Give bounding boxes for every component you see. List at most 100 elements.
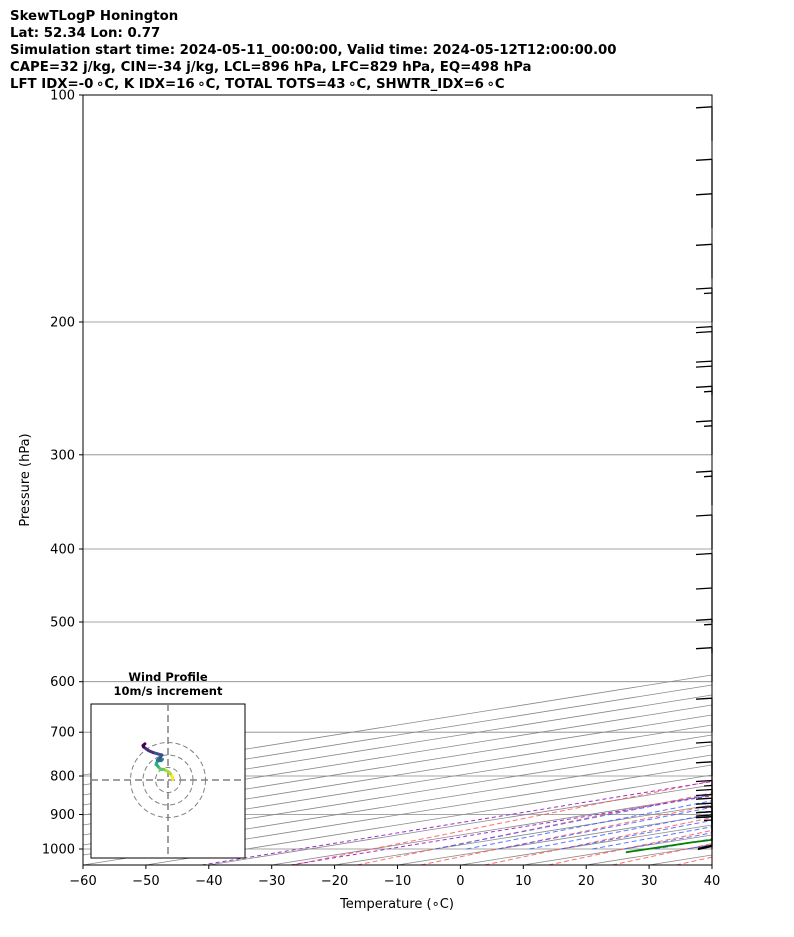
barb-full <box>695 788 713 792</box>
dry-adiabat <box>675 856 712 865</box>
moist-adiabat <box>592 826 712 850</box>
barb-full <box>695 470 713 473</box>
moist-adiabat <box>718 322 794 849</box>
wind-barb <box>695 360 713 396</box>
x-tick-label: 10 <box>515 874 532 889</box>
moist-adiabat <box>560 819 712 850</box>
barb-half <box>703 784 713 787</box>
isotherm <box>83 724 712 826</box>
barb-full <box>695 360 713 363</box>
barb-half <box>703 425 713 427</box>
x-tick-label: −20 <box>321 874 348 889</box>
wind-barb <box>695 470 713 506</box>
isotherm <box>83 704 712 806</box>
y-tick-label: 600 <box>50 675 75 690</box>
barb-half <box>703 819 713 822</box>
barb-full <box>695 325 713 329</box>
barb-half <box>703 475 713 478</box>
barb-full <box>695 365 713 368</box>
barb-full <box>695 802 713 805</box>
axes: −60 −50 −40 −30 −20 −10 0 10 20 30 40 1000 900 800 700… <box>42 89 720 890</box>
wind-barb <box>695 106 713 141</box>
barb-full <box>695 193 713 196</box>
dry-adiabat <box>611 843 712 865</box>
stability-indices: LFT IDX=-0 ∘C, K IDX=16 ∘C, TOTAL TOTS=4… <box>10 77 505 92</box>
barb-full <box>695 158 713 161</box>
wind-barb <box>695 193 713 228</box>
barb-full <box>695 806 713 809</box>
barb-full <box>695 330 713 334</box>
wind-barb <box>695 243 713 279</box>
isotherm <box>649 854 712 865</box>
wind-barb <box>695 325 713 361</box>
y-tick-label: 800 <box>50 770 75 785</box>
barb-half <box>703 292 713 295</box>
barb-full <box>695 779 713 783</box>
wind-barb <box>695 287 713 322</box>
wind-barbs <box>695 106 713 849</box>
isotherm <box>83 694 712 796</box>
isotherm <box>83 674 712 776</box>
barb-full <box>695 741 713 744</box>
barb-full <box>695 287 713 290</box>
barb-full <box>695 618 713 621</box>
barb-full <box>695 647 713 650</box>
dry-adiabat <box>740 95 794 865</box>
moist-adiabat <box>686 844 712 850</box>
wind-barb <box>695 618 713 654</box>
barb-full <box>695 420 713 423</box>
barb-full <box>695 552 713 556</box>
isotherm <box>460 824 712 865</box>
simulation-times: Simulation start time: 2024-05-11_00:00:… <box>10 43 617 58</box>
barb-half <box>703 816 713 818</box>
barb-full <box>695 243 713 246</box>
isotherm <box>208 784 712 865</box>
barb-full <box>695 761 713 764</box>
isotherm <box>83 714 712 816</box>
moist-adiabat <box>655 838 712 850</box>
y-tick-label: 200 <box>50 316 75 331</box>
chart-header: SkewTLogP Honington Lat: 52.34 Lon: 0.77… <box>10 8 617 93</box>
sounding-profiles <box>625 838 712 854</box>
y-tick-label: 500 <box>50 616 75 631</box>
barb-full <box>695 697 713 700</box>
moist-adiabat <box>497 806 712 850</box>
wind-barb <box>695 647 713 682</box>
x-tick-label: 0 <box>456 874 464 889</box>
moist-adiabat <box>750 322 794 849</box>
y-tick-label: 300 <box>50 448 75 463</box>
dry-adiabat <box>548 829 712 865</box>
isotherm <box>711 864 712 865</box>
barb-full <box>695 793 713 797</box>
x-tick-label: −50 <box>132 874 159 889</box>
barb-full <box>695 814 713 817</box>
mixing-ratio-line <box>290 795 712 865</box>
isotherm <box>586 844 712 865</box>
y-tick-label: 900 <box>50 808 75 823</box>
wind-barb <box>695 552 713 588</box>
isotherm <box>83 734 712 836</box>
hodograph-segment <box>141 742 147 748</box>
x-tick-label: −40 <box>195 874 222 889</box>
x-tick-label: 30 <box>641 874 658 889</box>
y-tick-label: 100 <box>50 89 75 104</box>
barb-full <box>695 797 713 800</box>
x-tick-label: −10 <box>384 874 411 889</box>
x-axis-label: Temperature (∘C) <box>339 897 454 912</box>
isotherm <box>397 814 712 865</box>
wind-barb <box>695 385 713 421</box>
barb-half <box>703 390 713 393</box>
wind-barb <box>695 587 713 622</box>
x-tick-label: −60 <box>69 874 96 889</box>
barb-full <box>695 811 713 814</box>
y-tick-label: 400 <box>50 543 75 558</box>
dry-adiabat <box>356 792 712 865</box>
wind-barb <box>695 158 713 194</box>
moist-adiabat <box>466 800 712 850</box>
hodograph-title-sub: 10m/s increment <box>113 684 223 698</box>
barb-full <box>695 514 713 517</box>
moist-adiabat <box>781 322 794 849</box>
isotherm <box>334 804 712 865</box>
x-tick-label: 20 <box>578 874 595 889</box>
y-tick-label: 1000 <box>42 843 75 858</box>
